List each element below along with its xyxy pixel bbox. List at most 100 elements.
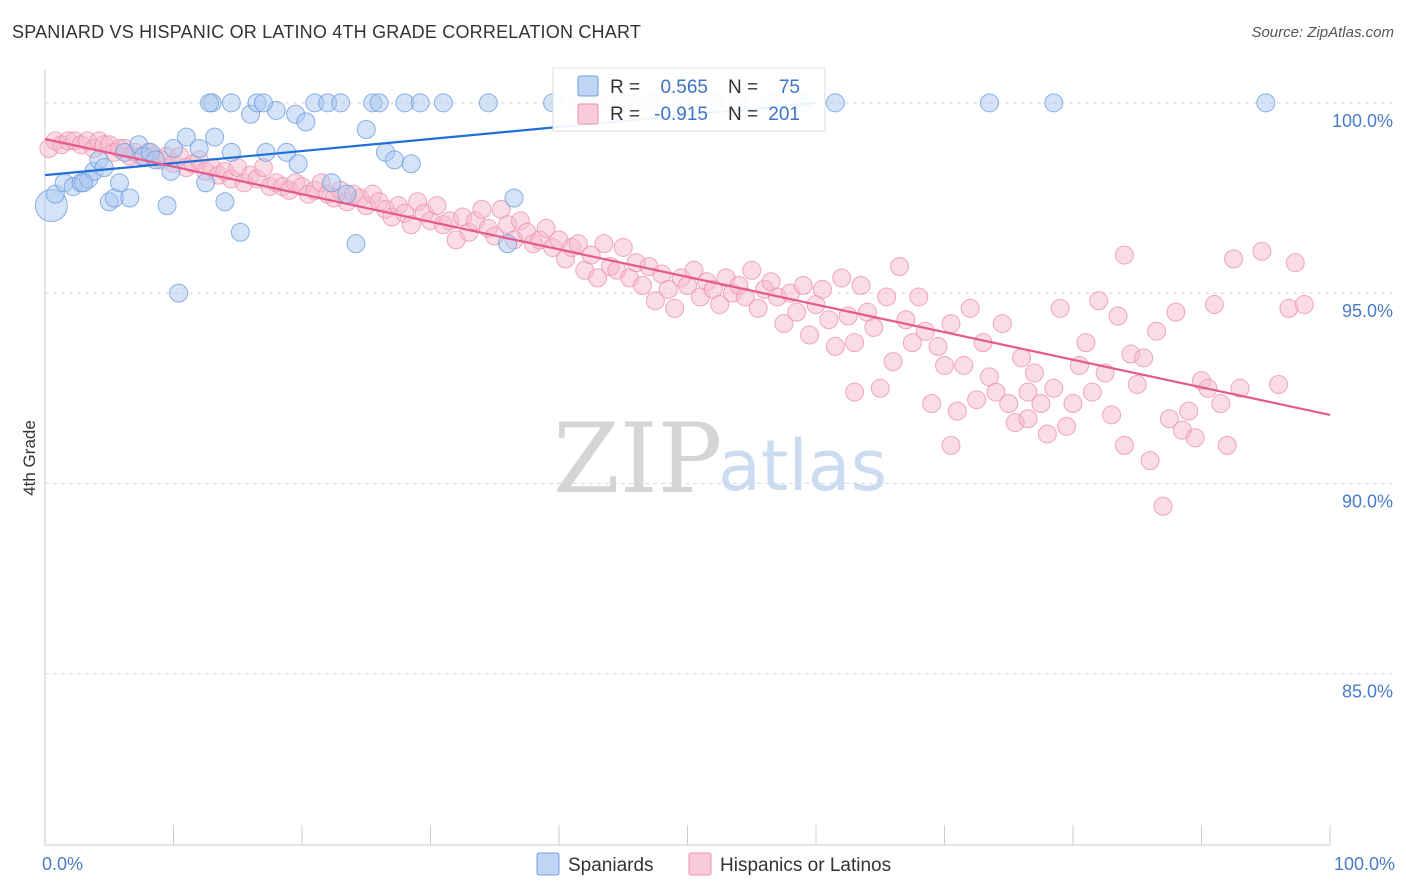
spaniards-point	[256, 142, 276, 162]
hispanic-point	[832, 268, 852, 288]
hispanic-point	[902, 333, 922, 353]
hispanic-point	[819, 310, 839, 330]
spaniards-point	[478, 93, 498, 113]
hispanic-point	[645, 291, 665, 311]
bottom-legend-label-hispanic: Hispanics or Latinos	[720, 855, 891, 876]
hispanic-point	[1211, 394, 1231, 414]
hispanic-point	[1057, 416, 1077, 436]
spaniards-point	[169, 283, 189, 303]
hispanic-point	[472, 199, 492, 219]
spaniards-point	[322, 173, 342, 193]
spaniards-point	[337, 184, 357, 204]
hispanic-point	[1252, 241, 1272, 261]
spaniards-point	[164, 139, 183, 159]
legend-swatch-spaniards	[577, 75, 599, 97]
bottom-legend-swatch-hispanic	[688, 852, 712, 876]
spaniards-point	[189, 139, 209, 159]
spaniards-point	[176, 127, 196, 147]
spaniards-point	[504, 188, 524, 208]
hispanic-point	[909, 287, 929, 307]
spaniards-point	[230, 222, 250, 242]
hispanic-point	[1082, 382, 1102, 402]
hispanic-point	[1285, 253, 1305, 273]
hispanic-point	[1153, 496, 1173, 516]
hispanic-point	[890, 256, 910, 276]
hispanic-point	[427, 196, 447, 216]
spaniards-point	[221, 93, 241, 113]
hispanic-point	[1044, 378, 1064, 398]
watermark-zip: ZIP	[553, 403, 722, 515]
hispanic-point	[774, 314, 794, 334]
legend-r-label-spaniards: R =	[610, 77, 640, 98]
legend-n-value-hispanic: 201	[768, 104, 800, 125]
legend-n-label-hispanic: N =	[728, 104, 758, 125]
hispanic-point	[1076, 333, 1096, 353]
source-label: Source: ZipAtlas.com	[1251, 24, 1394, 41]
hispanic-point	[1018, 409, 1038, 429]
hispanic-point	[1024, 363, 1044, 383]
y-tick-label: 100.0%	[1332, 111, 1393, 131]
spaniards-point	[110, 173, 130, 193]
hispanic-point	[1089, 291, 1109, 311]
spaniards-point	[215, 192, 235, 212]
hispanic-point	[992, 314, 1012, 334]
spaniards-point	[401, 154, 421, 174]
y-tick-labels: 85.0% 90.0% 95.0% 100.0%	[1332, 111, 1393, 702]
hispanic-point	[845, 382, 865, 402]
hispanic-point	[941, 435, 961, 455]
hispanic-point	[665, 298, 685, 318]
watermark-atlas: atlas	[718, 425, 887, 507]
spaniards-point	[356, 119, 376, 139]
spaniards-point	[825, 93, 845, 113]
hispanic-point	[1269, 374, 1289, 394]
hispanic-point	[825, 336, 845, 356]
hispanic-point	[613, 237, 633, 257]
hispanic-point	[1114, 245, 1134, 265]
spaniards-point	[331, 93, 351, 113]
spaniards-point	[74, 173, 94, 193]
spaniards-point	[346, 234, 366, 254]
hispanic-point	[1108, 306, 1128, 326]
hispanic-point	[1204, 295, 1224, 315]
hispanic-point	[1230, 378, 1250, 398]
hispanic-point	[1294, 295, 1314, 315]
hispanic-point	[877, 287, 897, 307]
spaniards-point	[199, 93, 219, 113]
hispanic-point	[954, 355, 974, 375]
hispanic-point	[787, 302, 807, 322]
hispanic-point	[1050, 298, 1070, 318]
hispanic-point	[999, 394, 1019, 414]
hispanic-point	[845, 333, 865, 353]
hispanic-point	[1179, 401, 1199, 421]
hispanic-point	[928, 336, 948, 356]
hispanic-point	[1140, 451, 1160, 471]
spaniards-point	[253, 93, 273, 113]
hispanic-point	[864, 317, 884, 337]
hispanic-point	[1031, 394, 1051, 414]
hispanic-point	[960, 298, 980, 318]
hispanic-point	[883, 352, 903, 372]
y-axis-label: 4th Grade	[20, 420, 39, 496]
hispanic-point	[401, 215, 421, 235]
y-tick-label: 90.0%	[1342, 491, 1393, 511]
y-tick-label: 95.0%	[1342, 301, 1393, 321]
spaniards-point	[94, 158, 114, 178]
watermark: ZIP atlas	[553, 403, 887, 515]
spaniards-point	[196, 173, 216, 193]
spaniards-point	[410, 93, 430, 113]
hispanic-point	[1012, 348, 1032, 368]
hispanic-point	[1018, 382, 1038, 402]
hispanic-point	[735, 287, 755, 307]
hispanic-point	[1134, 348, 1154, 368]
hispanic-point	[710, 295, 730, 315]
hispanic-point	[915, 321, 935, 341]
hispanic-point	[633, 276, 653, 296]
spaniards-point	[1044, 93, 1064, 113]
x-tick-label-min: 0.0%	[42, 854, 83, 874]
spaniards-point	[288, 154, 308, 174]
hispanic-point	[986, 382, 1006, 402]
hispanic-point	[588, 268, 608, 288]
spaniards-point	[120, 188, 140, 208]
series-legend: Spaniards Hispanics or Latinos	[536, 852, 891, 876]
